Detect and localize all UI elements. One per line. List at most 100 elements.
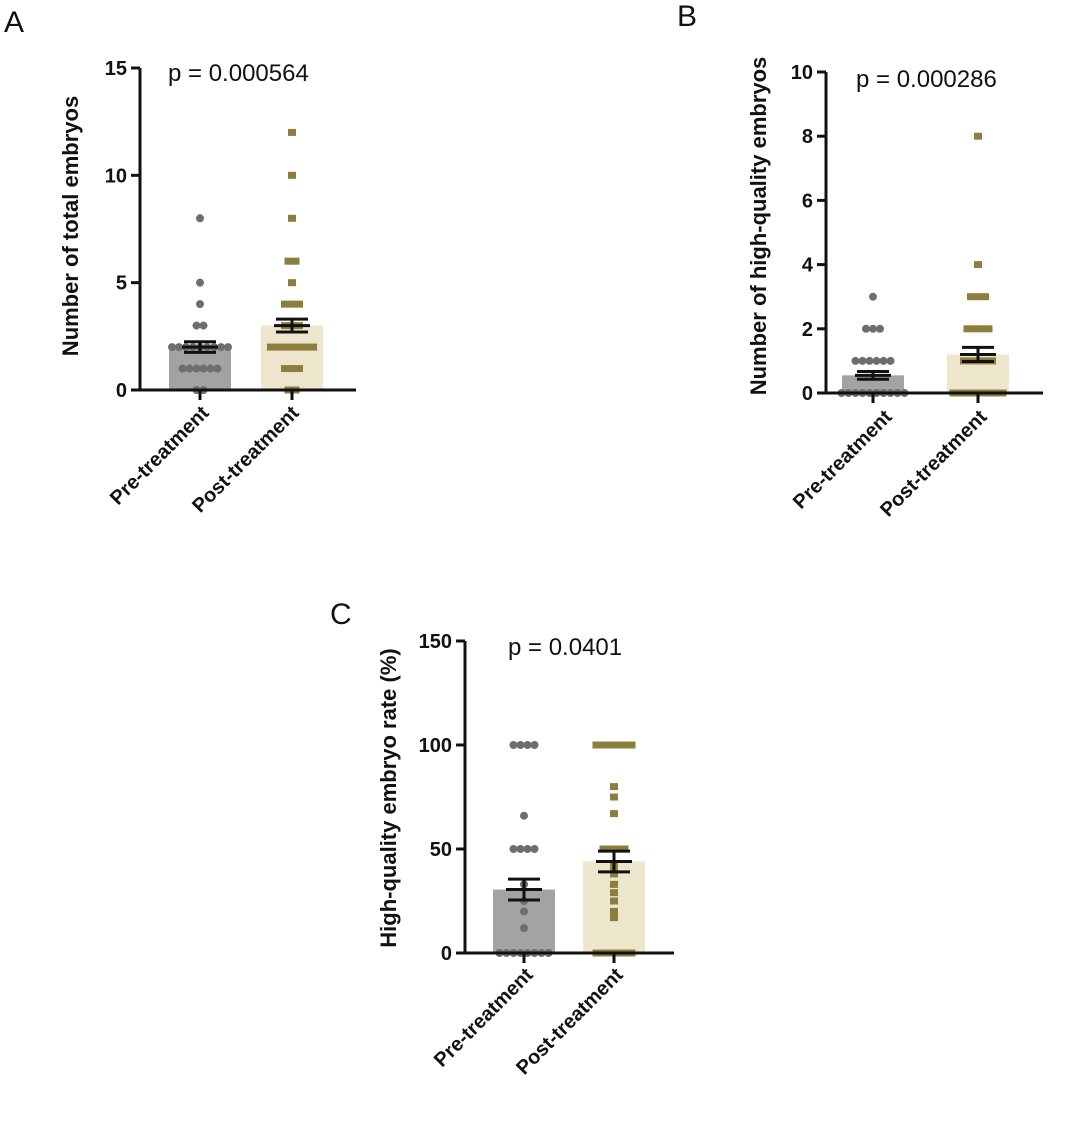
- data-point-pre: [175, 343, 183, 352]
- data-point-pre: [192, 321, 201, 330]
- data-point-pre: [523, 845, 532, 853]
- data-point-post: [291, 257, 300, 265]
- panel-a: A p = 0.000564 Number of total embryos 0…: [4, 6, 356, 517]
- data-point-post: [974, 261, 982, 269]
- panel-b: B p = 0.000286 Number of high-quality em…: [677, 0, 1043, 521]
- panel-a-letter: A: [4, 6, 24, 39]
- data-point-post: [295, 365, 303, 373]
- data-point-pre: [520, 924, 528, 933]
- data-point-post: [613, 741, 622, 749]
- data-point-post: [977, 325, 986, 333]
- data-point-pre: [858, 356, 867, 365]
- data-point-post: [281, 343, 289, 351]
- data-point-pre: [196, 214, 204, 223]
- y-tick-label: 5: [116, 273, 127, 295]
- y-tick-label: 0: [441, 943, 452, 965]
- data-point-pre: [869, 292, 877, 301]
- data-point-post: [610, 889, 618, 897]
- data-point-pre: [509, 845, 518, 853]
- data-point-post: [620, 845, 629, 853]
- data-point-post: [606, 741, 615, 749]
- data-point-pre: [206, 364, 215, 373]
- data-point-post: [627, 741, 636, 749]
- x-tick-label-pre: Pre-treatment: [789, 406, 897, 514]
- data-point-post: [963, 325, 972, 333]
- data-point-pre: [865, 356, 874, 365]
- data-point-post: [288, 279, 296, 287]
- panel-b-letter: B: [677, 0, 697, 33]
- y-tick-label: 50: [430, 839, 452, 861]
- data-point-post: [284, 257, 293, 265]
- data-point-post: [606, 845, 615, 853]
- data-point-pre: [520, 907, 528, 916]
- data-point-pre: [192, 364, 201, 373]
- panel-c-letter: C: [330, 598, 352, 631]
- data-point-post: [288, 343, 296, 351]
- data-point-pre: [876, 324, 884, 333]
- data-point-post: [592, 741, 601, 749]
- data-point-post: [274, 343, 282, 351]
- data-point-pre: [869, 324, 877, 333]
- data-point-post: [281, 300, 289, 308]
- data-point-post: [267, 343, 275, 351]
- data-point-pre: [872, 356, 881, 365]
- data-point-post: [610, 914, 618, 922]
- data-point-post: [970, 325, 979, 333]
- data-point-pre: [851, 356, 860, 365]
- data-point-pre: [199, 364, 208, 373]
- data-point-post: [974, 293, 982, 301]
- panel-a-p-value: p = 0.000564: [168, 60, 309, 87]
- data-point-post: [610, 810, 618, 818]
- panel-a-y-axis-label: Number of total embryos: [58, 96, 83, 356]
- panel-c-y-axis-label: High-quality embryo rate (%): [376, 648, 401, 947]
- data-point-pre: [168, 343, 176, 352]
- data-point-pre: [886, 356, 895, 365]
- data-point-post: [974, 132, 982, 140]
- data-point-pre: [217, 343, 225, 352]
- panel-c-p-value: p = 0.0401: [508, 634, 622, 661]
- data-point-pre: [516, 741, 525, 749]
- data-point-post: [295, 300, 303, 308]
- data-point-pre: [879, 356, 888, 365]
- data-point-pre: [213, 364, 222, 373]
- data-point-post: [984, 325, 993, 333]
- y-tick-label: 4: [802, 255, 814, 277]
- data-point-post: [302, 343, 310, 351]
- data-point-post: [610, 783, 618, 791]
- y-tick-label: 100: [419, 735, 452, 757]
- panel-b-p-value: p = 0.000286: [856, 66, 997, 93]
- data-point-post: [295, 343, 303, 351]
- data-point-pre: [520, 811, 528, 820]
- y-tick-label: 2: [802, 319, 813, 341]
- data-point-pre: [523, 741, 532, 749]
- data-point-pre: [530, 845, 539, 853]
- y-tick-label: 10: [105, 165, 127, 187]
- data-point-post: [288, 171, 296, 179]
- data-point-post: [610, 907, 618, 915]
- data-point-post: [309, 343, 317, 351]
- data-point-post: [620, 741, 629, 749]
- data-point-post: [288, 365, 296, 373]
- y-tick-label: 0: [116, 380, 127, 402]
- data-point-pre: [196, 278, 204, 287]
- data-point-post: [610, 880, 618, 888]
- data-point-pre: [224, 343, 232, 352]
- y-tick-label: 6: [802, 190, 813, 212]
- y-tick-label: 0: [802, 383, 813, 405]
- data-point-pre: [509, 741, 518, 749]
- data-point-post: [610, 897, 618, 905]
- data-point-post: [288, 128, 296, 136]
- y-tick-label: 10: [791, 62, 813, 84]
- data-point-post: [981, 293, 989, 301]
- data-point-pre: [199, 321, 208, 330]
- data-point-pre: [185, 364, 194, 373]
- y-tick-label: 8: [802, 126, 813, 148]
- data-point-post: [610, 870, 618, 878]
- y-tick-label: 150: [419, 631, 452, 653]
- data-point-pre: [196, 300, 204, 309]
- data-point-post: [288, 214, 296, 222]
- y-tick-label: 15: [105, 58, 127, 80]
